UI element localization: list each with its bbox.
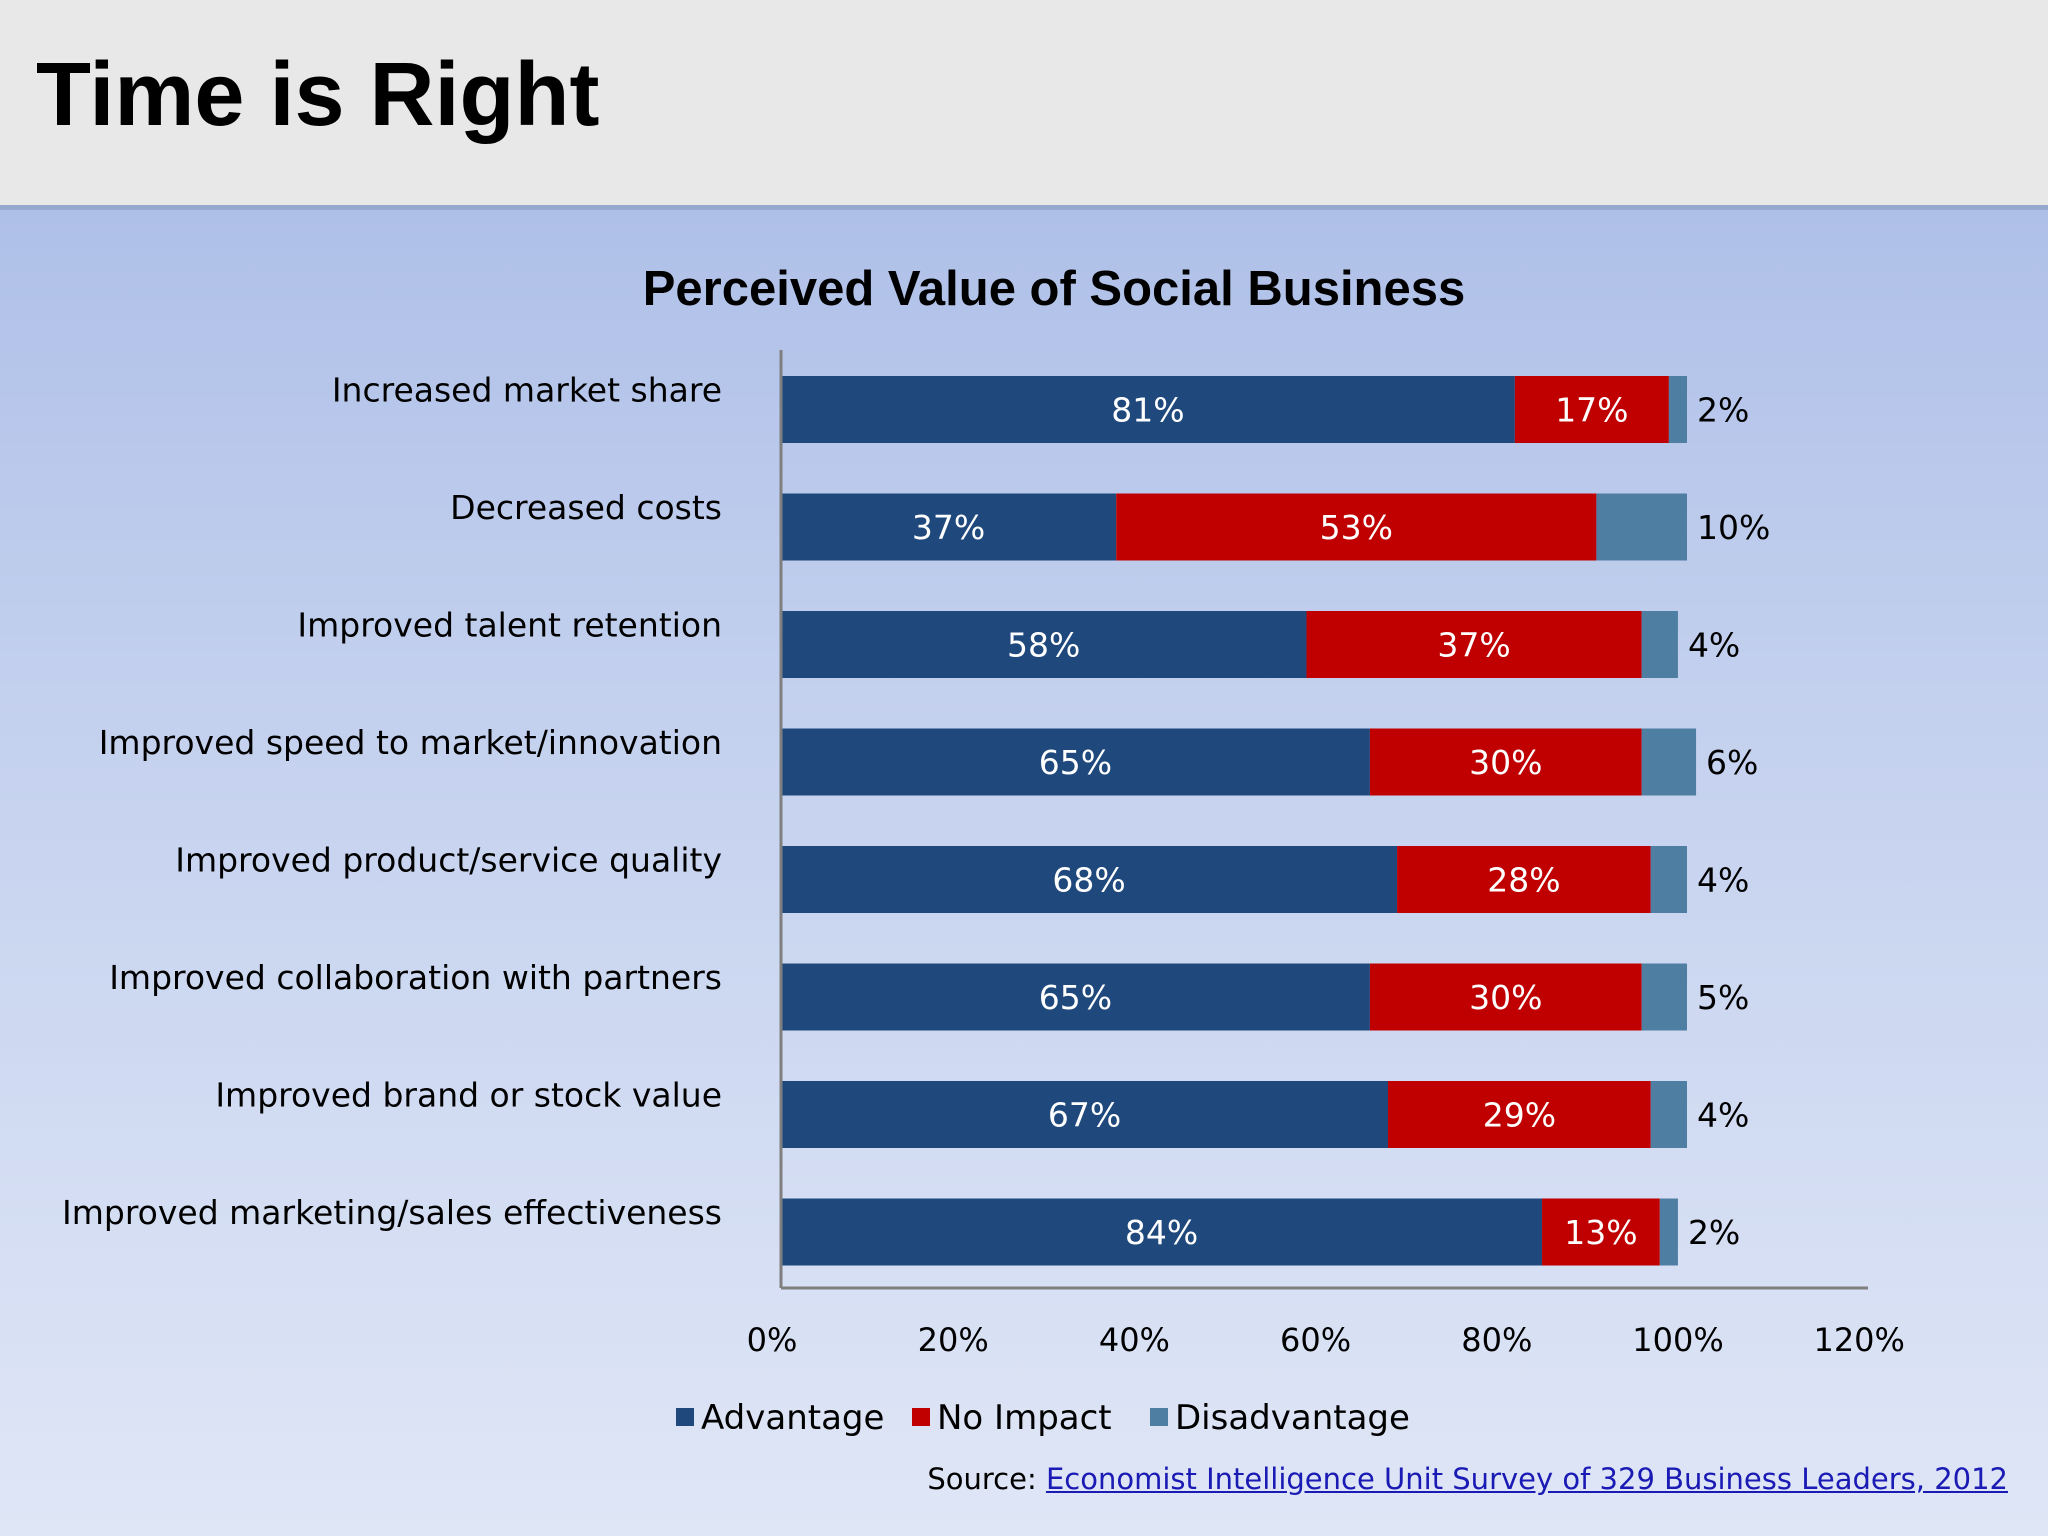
bar-segment-advantage <box>781 376 1515 443</box>
bar-segment-no-impact <box>1369 963 1642 1031</box>
bar-segment-no-impact <box>1306 611 1642 678</box>
category-label: Improved brand or stock value <box>215 1076 722 1115</box>
data-label: 2% <box>1697 391 1749 430</box>
data-label: 84% <box>1125 1213 1198 1252</box>
category-label: Improved speed to market/innovation <box>99 723 722 762</box>
data-label: 65% <box>1039 978 1112 1017</box>
category-label: Improved product/service quality <box>175 841 722 880</box>
bar-segment-advantage <box>781 1081 1389 1148</box>
data-label: 29% <box>1483 1096 1556 1135</box>
data-label: 4% <box>1697 1096 1749 1135</box>
x-tick-label: 100% <box>1632 1321 1723 1359</box>
legend-label: Advantage <box>701 1398 884 1438</box>
bar-segment-no-impact <box>1388 1081 1651 1148</box>
data-label: 30% <box>1469 743 1542 782</box>
bar-segment-no-impact <box>1369 728 1642 796</box>
data-label: 58% <box>1007 626 1080 665</box>
category-label: Decreased costs <box>450 488 722 527</box>
data-label: 4% <box>1688 626 1740 665</box>
data-label: 81% <box>1111 391 1184 430</box>
x-tick-label: 60% <box>1280 1321 1351 1359</box>
bar-segment-disadvantage <box>1596 493 1687 561</box>
title-bar: Time is Right <box>0 0 2048 210</box>
data-label: 17% <box>1555 391 1628 430</box>
data-label: 2% <box>1688 1213 1740 1252</box>
data-label: 67% <box>1048 1096 1121 1135</box>
bar-segment-advantage <box>781 611 1307 678</box>
bar-segment-no-impact <box>1397 846 1651 913</box>
category-label: Increased market share <box>332 371 722 410</box>
bar-segment-disadvantage <box>1659 1198 1678 1266</box>
x-tick-label: 120% <box>1813 1321 1904 1359</box>
data-label: 6% <box>1706 743 1758 782</box>
slide-title: Time is Right <box>36 45 600 145</box>
bar-segment-disadvantage <box>1668 376 1687 443</box>
x-tick-label: 80% <box>1461 1321 1532 1359</box>
legend-swatch <box>1150 1408 1168 1426</box>
data-label: 37% <box>1437 626 1510 665</box>
data-label: 65% <box>1039 743 1112 782</box>
bar-segment-disadvantage <box>1641 963 1687 1031</box>
data-label: 13% <box>1564 1213 1637 1252</box>
legend-swatch <box>912 1408 930 1426</box>
data-label: 4% <box>1697 861 1749 900</box>
data-label: 68% <box>1052 861 1125 900</box>
data-label: 28% <box>1487 861 1560 900</box>
data-label: 37% <box>912 508 985 547</box>
source-link[interactable]: Economist Intelligence Unit Survey of 32… <box>1045 1462 2008 1496</box>
bar-segment-advantage <box>781 963 1370 1031</box>
source-line: Source: Economist Intelligence Unit Surv… <box>927 1462 2008 1496</box>
bar-segment-advantage <box>781 728 1370 796</box>
bar-segment-advantage <box>781 1198 1543 1266</box>
bar-segment-disadvantage <box>1650 1081 1687 1148</box>
bar-segment-disadvantage <box>1641 611 1678 678</box>
x-tick-label: 40% <box>1099 1321 1170 1359</box>
chart-title: Perceived Value of Social Business <box>643 262 1466 316</box>
bar-segment-advantage <box>781 493 1117 561</box>
data-label: 53% <box>1320 508 1393 547</box>
legend-label: No Impact <box>937 1398 1112 1438</box>
category-label: Improved collaboration with partners <box>109 958 722 997</box>
bar-segment-disadvantage <box>1641 728 1697 796</box>
bar-segment-disadvantage <box>1650 846 1687 913</box>
category-label: Improved talent retention <box>297 606 722 645</box>
x-tick-label: 0% <box>747 1321 798 1359</box>
data-label: 10% <box>1697 508 1770 547</box>
legend-label: Disadvantage <box>1175 1398 1410 1438</box>
data-label: 5% <box>1697 978 1749 1017</box>
category-label: Improved marketing/sales effectiveness <box>62 1193 722 1232</box>
x-tick-label: 20% <box>918 1321 989 1359</box>
bar-segment-no-impact <box>1542 1198 1660 1266</box>
bar-segment-no-impact <box>1116 493 1597 561</box>
source-prefix: Source: <box>927 1462 1046 1496</box>
bar-segment-advantage <box>781 846 1398 913</box>
bar-segment-no-impact <box>1514 376 1669 443</box>
legend-swatch <box>676 1408 694 1426</box>
data-label: 30% <box>1469 978 1542 1017</box>
